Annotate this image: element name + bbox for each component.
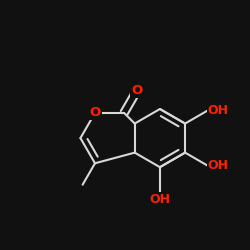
Text: OH: OH: [208, 159, 229, 172]
Text: OH: OH: [208, 104, 229, 117]
Text: O: O: [132, 84, 143, 97]
Text: O: O: [89, 106, 101, 120]
Text: OH: OH: [150, 193, 171, 206]
